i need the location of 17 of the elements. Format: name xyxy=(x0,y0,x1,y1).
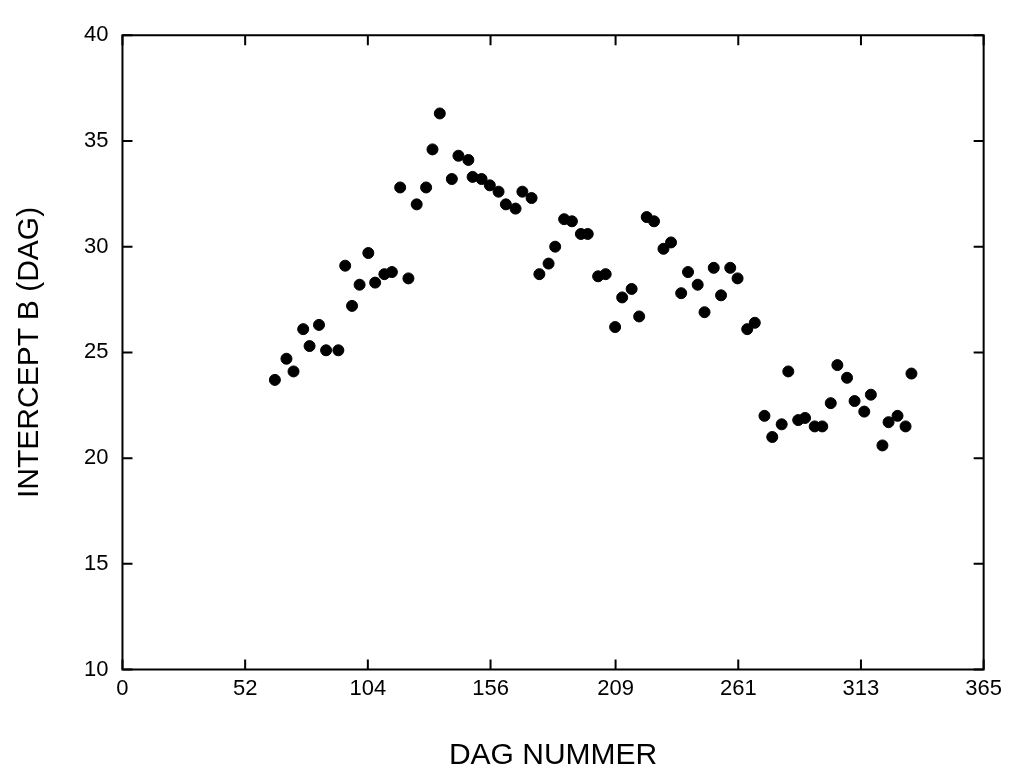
x-axis-title: DAG NUMMER xyxy=(448,737,658,771)
y-tick-label: 35 xyxy=(83,127,109,152)
y-tick-label: 25 xyxy=(83,338,109,364)
x-tick-label: 0 xyxy=(116,674,129,700)
x-tick-label: 104 xyxy=(349,674,387,700)
y-tick-label: 10 xyxy=(83,655,109,681)
x-tick-label: 52 xyxy=(232,674,258,700)
y-tick-label: 15 xyxy=(83,549,109,575)
x-tick-label: 156 xyxy=(472,674,509,700)
y-tick-label: 20 xyxy=(83,444,109,470)
y-tick-label: 40 xyxy=(83,21,109,47)
x-tick-label: 261 xyxy=(719,674,757,700)
y-tick-label: 30 xyxy=(83,232,109,258)
x-tick-label: 365 xyxy=(965,674,1003,700)
x-tick-label: 313 xyxy=(842,674,880,700)
y-axis-title: INTERCEPT B (DAG) xyxy=(11,206,45,498)
x-tick-label: 209 xyxy=(597,674,634,700)
